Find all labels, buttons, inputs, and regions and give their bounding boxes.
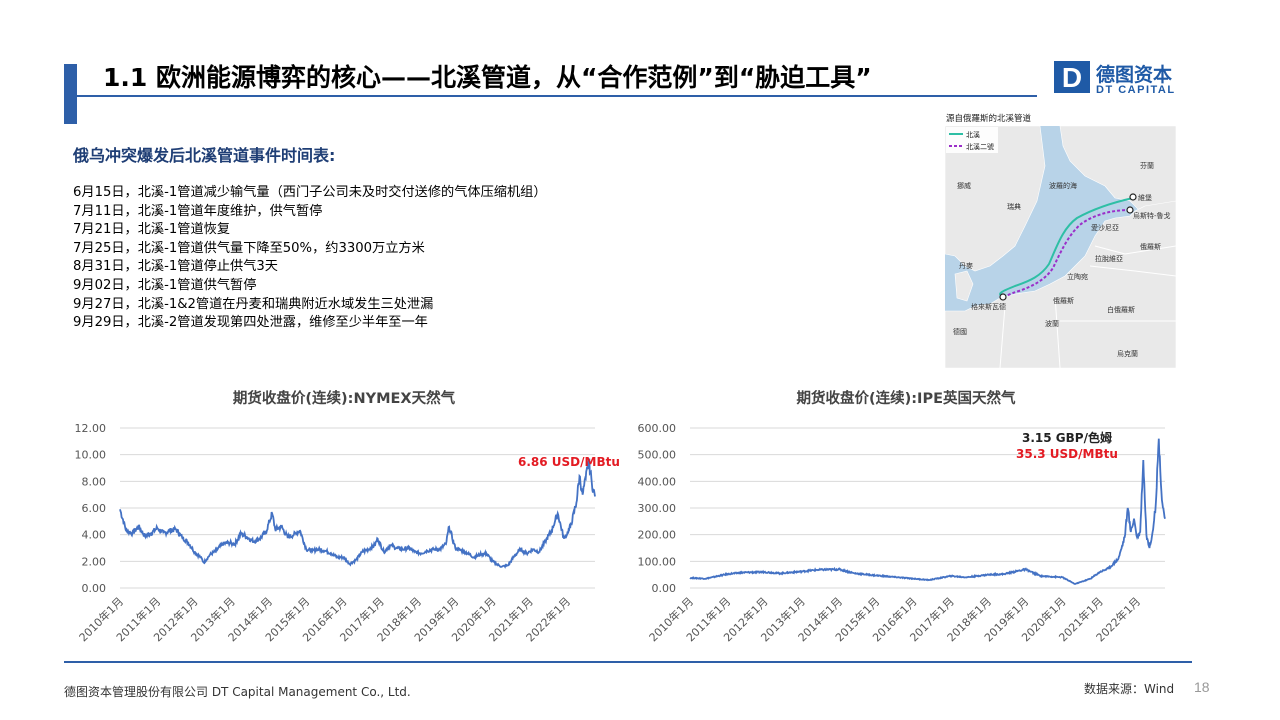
map-point-greifswald <box>999 293 1007 301</box>
logo-text-cn: 德图资本 <box>1096 64 1173 86</box>
y-axis: 0.00 100.00 200.00 300.00 400.00 500.00 600.00 <box>638 422 677 595</box>
map-label-latvia: 拉脫維亞 <box>1095 254 1123 263</box>
nord-stream-map: 源自俄羅斯的北溪管道 北溪 北溪二號 芬蘭 挪威 瑞典 波羅的海 維堡 烏斯特-… <box>945 106 1176 368</box>
map-label-sweden: 瑞典 <box>1007 202 1021 211</box>
map-border-germany <box>999 305 1006 368</box>
chart-grid <box>690 427 1165 589</box>
map-label-lithuania: 立陶宛 <box>1067 272 1088 281</box>
y-tick-label: 12.00 <box>75 422 107 435</box>
timeline-event: 7月25日，北溪-1管道供气量下降至50%，约3300万立方米 <box>73 240 425 256</box>
map-label-baltic: 波羅的海 <box>1049 181 1077 190</box>
y-tick-label: 300.00 <box>638 502 677 515</box>
chart-grid <box>120 427 595 589</box>
map-land-denmark <box>954 270 974 302</box>
map-point-ustluga <box>1126 206 1134 214</box>
page-number: 18 <box>1194 679 1210 695</box>
title-accent-bar <box>64 64 77 124</box>
legend-label-nord2: 北溪二號 <box>966 142 994 151</box>
footer-company: 德图资本管理股份有限公司 DT Capital Management Co., … <box>64 685 411 699</box>
map-label-ustluga: 烏斯特-魯戈 <box>1133 211 1171 220</box>
map-labels: 芬蘭 挪威 瑞典 波羅的海 維堡 烏斯特-魯戈 愛沙尼亞 拉脫維亞 俄羅斯 丹麥… <box>953 161 1171 358</box>
y-tick-label: 2.00 <box>82 555 107 568</box>
map-legend <box>946 127 998 153</box>
map-land-scandinavia <box>945 125 1046 272</box>
footer-divider <box>64 661 1192 663</box>
chart-annotation-usd: 35.3 USD/MBtu <box>1016 447 1118 461</box>
map-label-vyborg: 維堡 <box>1138 193 1152 202</box>
y-tick-label: 8.00 <box>82 475 107 488</box>
logo-d-icon: D <box>1062 62 1082 93</box>
ipe-price-line <box>689 438 1166 585</box>
y-tick-label: 6.00 <box>82 502 107 515</box>
y-tick-label: 0.00 <box>82 582 107 595</box>
timeline-event: 9月29日，北溪-2管道发现第四处泄露，维修至少半年至一年 <box>73 315 428 331</box>
map-label-poland: 波蘭 <box>1045 319 1059 328</box>
map-title: 源自俄羅斯的北溪管道 <box>946 113 1032 124</box>
ipe-gas-chart: 期货收盘价(连续):IPE英国天然气 0.00 100.00 200.00 300.0… <box>638 389 1166 644</box>
map-border-poland <box>1054 295 1061 368</box>
y-tick-label: 4.00 <box>82 529 107 542</box>
map-border-latvia <box>1089 265 1176 277</box>
legend-label-nord1: 北溪 <box>966 130 980 139</box>
nymex-gas-chart: 期货收盘价(连续):NYMEX天然气 0.00 2.00 4.00 6.00 8.00 1… <box>75 389 620 644</box>
y-tick-label: 500.00 <box>638 449 677 462</box>
map-label-denmark: 丹麥 <box>959 261 973 270</box>
logo-text-en: DT CAPITAL <box>1096 84 1176 96</box>
y-tick-label: 0.00 <box>652 582 677 595</box>
map-land-continent <box>945 200 1176 368</box>
map-point-vyborg <box>1129 193 1137 201</box>
nord-stream-1-line <box>999 197 1134 297</box>
logo-letter: D <box>1062 62 1082 93</box>
chart-title: 期货收盘价(连续):IPE英国天然气 <box>797 389 1016 407</box>
chart-annotation: 3.15 GBP/色姆 <box>1022 430 1112 445</box>
y-tick-label: 400.00 <box>638 475 677 488</box>
timeline-subtitle: 俄乌冲突爆发后北溪管道事件时间表: <box>73 146 336 165</box>
map-label-norway: 挪威 <box>957 181 971 190</box>
timeline-event: 6月15日，北溪-1管道减少输气量（西门子公司未及时交付送修的气体压缩机组） <box>73 185 547 200</box>
y-tick-label: 100.00 <box>638 555 677 568</box>
footer-source: 数据来源：Wind <box>1084 682 1175 696</box>
title-underline <box>77 95 1037 97</box>
timeline-event: 9月02日，北溪-1管道供气暂停 <box>73 277 257 293</box>
nymex-price-line <box>119 458 596 569</box>
map-label-russia: 俄羅斯 <box>1140 242 1161 251</box>
x-axis: 2010年1月2011年1月2012年1月2013年1月2014年1月2015年… <box>646 594 1143 644</box>
timeline-event: 7月11日，北溪-1管道年度维护，供气暂停 <box>73 203 323 219</box>
chart-annotation: 6.86 USD/MBtu <box>518 455 620 469</box>
nord-stream-2-line <box>1003 209 1131 300</box>
map-label-russia2: 俄羅斯 <box>1053 296 1074 305</box>
map-label-estonia: 愛沙尼亞 <box>1091 223 1119 232</box>
chart-title: 期货收盘价(连续):NYMEX天然气 <box>233 389 456 407</box>
map-label-germany: 德國 <box>953 327 967 336</box>
map-label-belarus: 白俄羅斯 <box>1107 305 1135 314</box>
timeline-event-list: 6月15日，北溪-1管道减少输气量（西门子公司未及时交付送修的气体压缩机组） 7… <box>73 184 547 333</box>
timeline-event: 9月27日，北溪-1&2管道在丹麦和瑞典附近水域发生三处泄漏 <box>73 296 434 312</box>
logo-mark: D <box>1054 61 1090 93</box>
map-label-ukraine: 烏克蘭 <box>1117 349 1138 358</box>
y-tick-label: 600.00 <box>638 422 677 435</box>
y-axis: 0.00 2.00 4.00 6.00 8.00 10.00 12.00 <box>75 422 107 595</box>
y-tick-label: 10.00 <box>75 449 107 462</box>
page-title: 1.1 欧洲能源博弈的核心——北溪管道，从“合作范例”到“胁迫工具” <box>103 63 872 92</box>
x-axis: 2010年1月2011年1月2012年1月2013年1月2014年1月2015年… <box>76 594 573 644</box>
y-tick-label: 200.00 <box>638 529 677 542</box>
timeline-event: 8月31日，北溪-1管道停止供气3天 <box>73 259 278 275</box>
map-label-greifswald: 格來斯瓦德 <box>971 302 1006 311</box>
map-label-finland: 芬蘭 <box>1140 161 1154 170</box>
timeline-event: 7月21日，北溪-1管道恢复 <box>73 222 231 238</box>
map-border-baltics <box>1094 245 1176 255</box>
